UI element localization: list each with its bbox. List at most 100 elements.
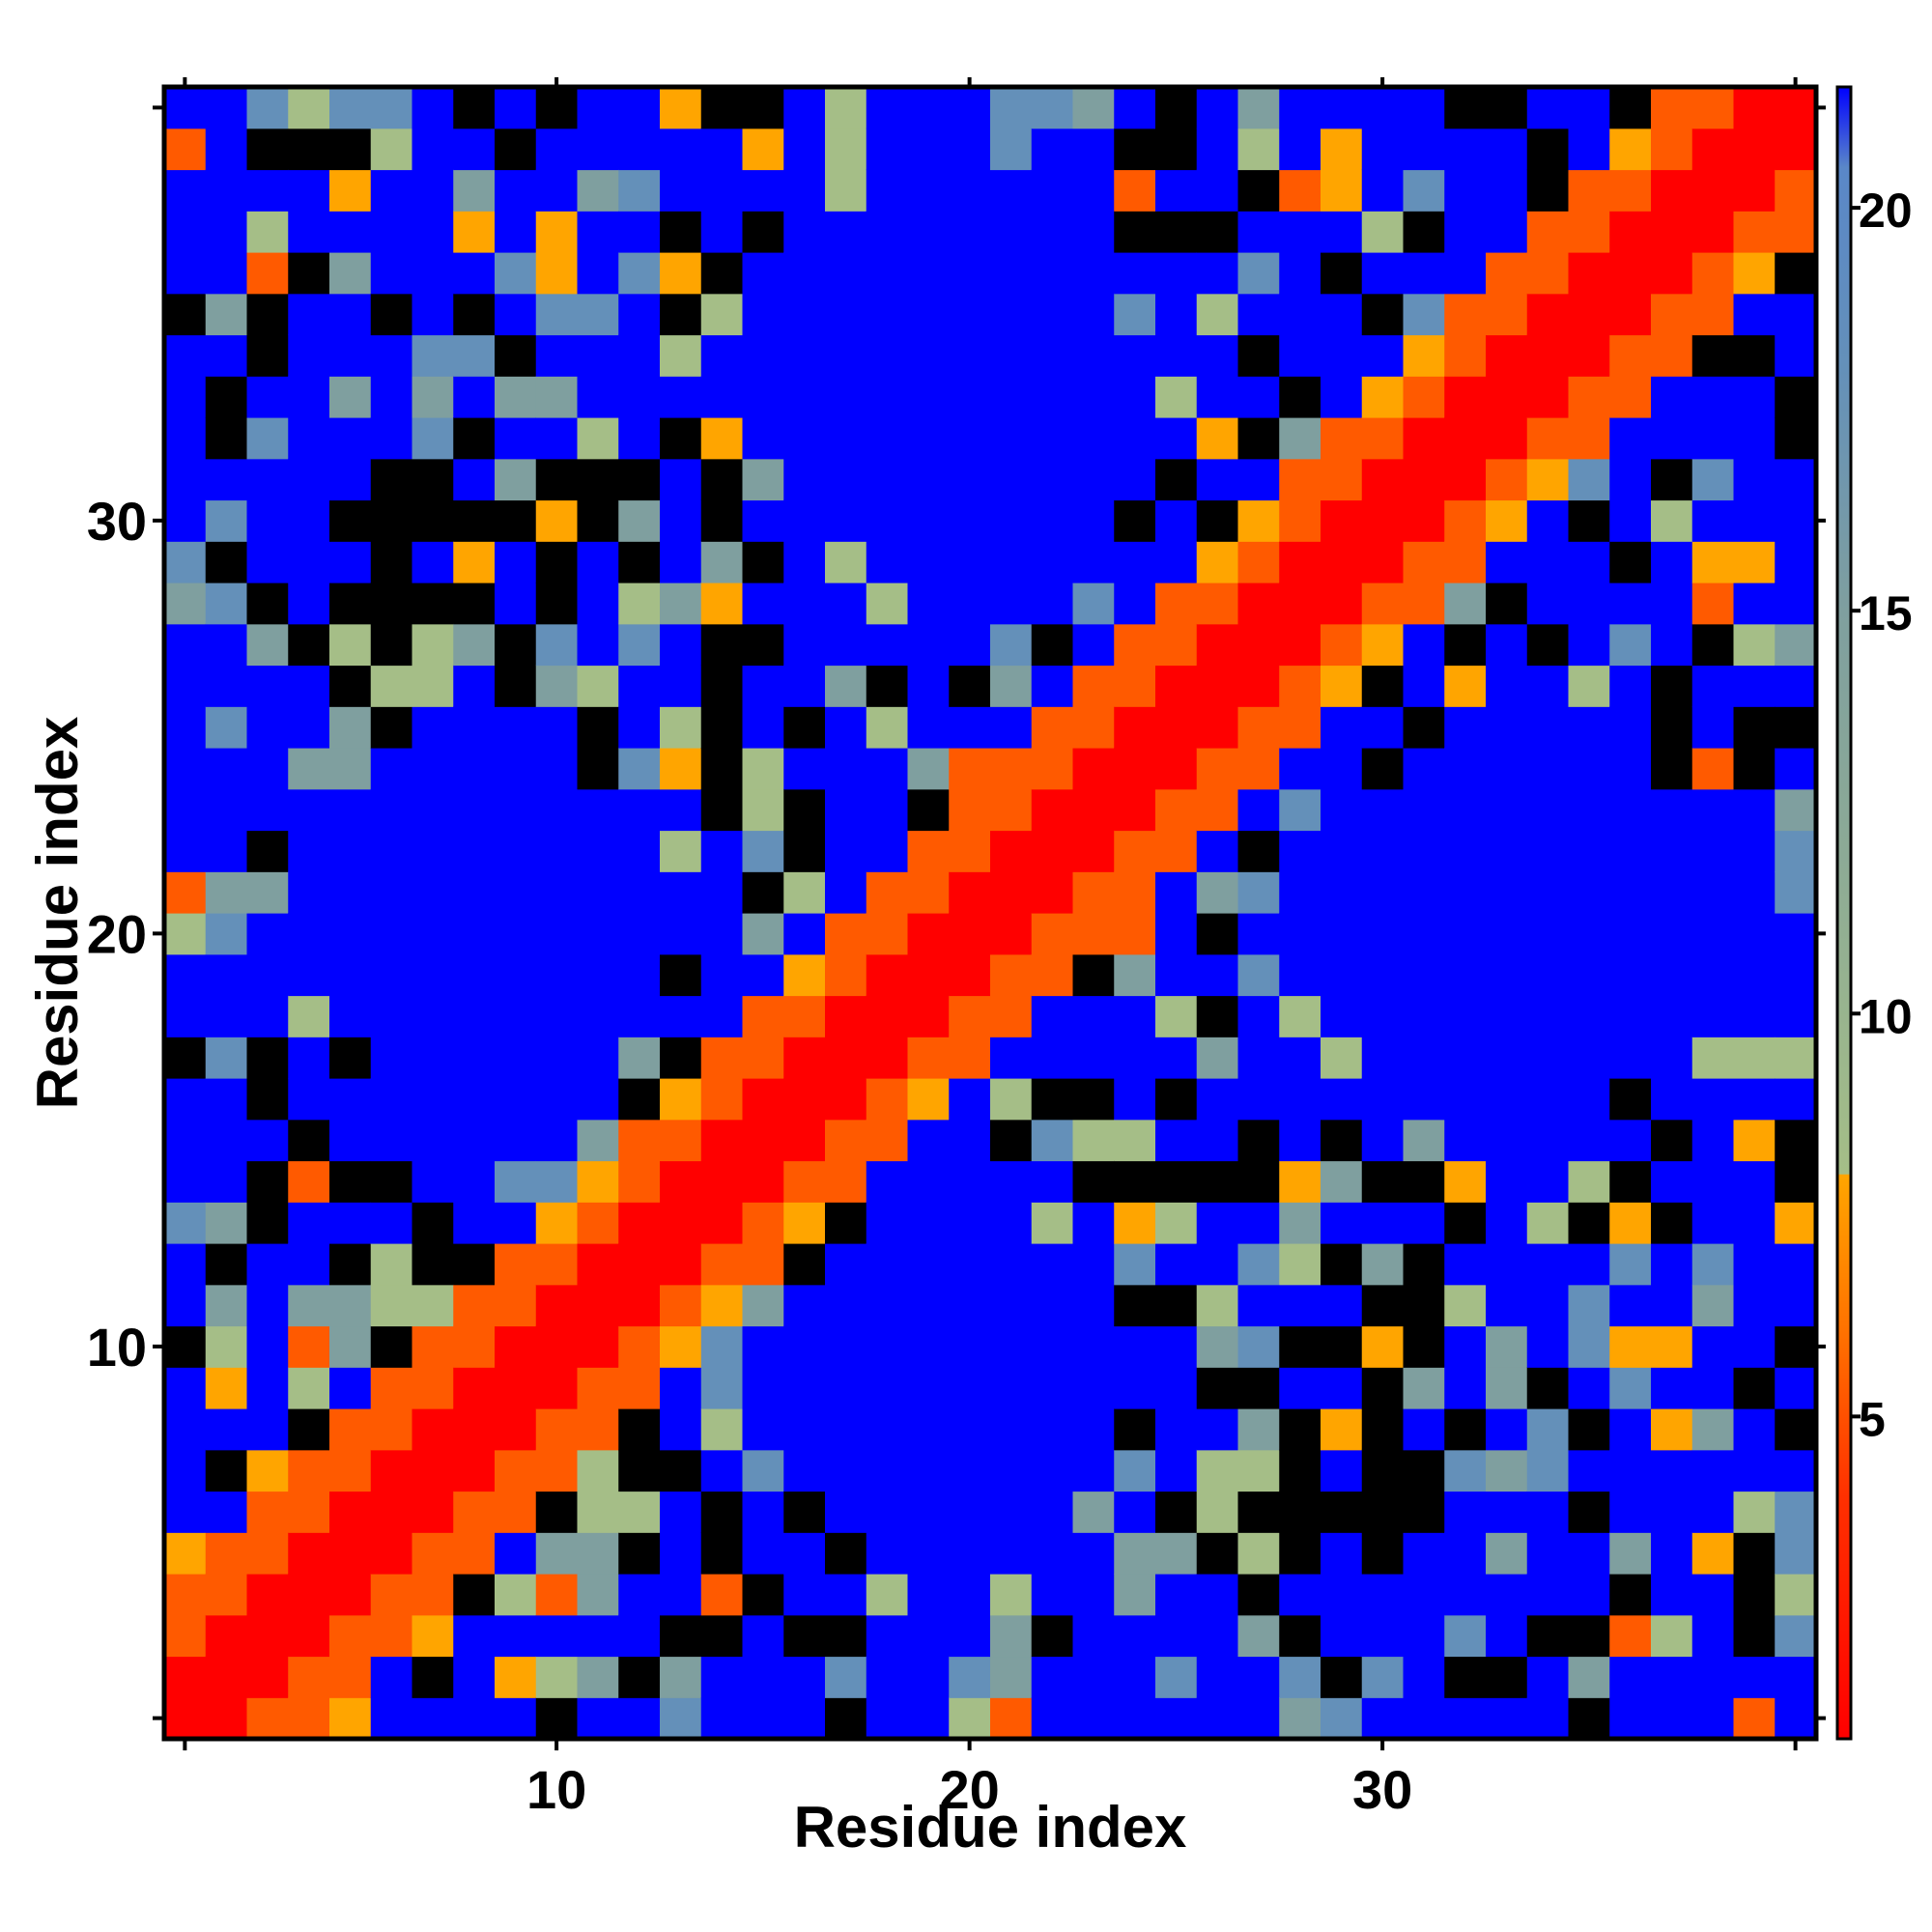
heatmap-cell [1526,748,1570,790]
heatmap-cell [1114,169,1156,212]
heatmap-cell [1651,1367,1693,1409]
heatmap-cell [990,211,1033,253]
heatmap-cell [1031,623,1074,667]
heatmap-cell [329,128,372,171]
heatmap-cell [1072,1574,1115,1616]
heatmap-cell [1031,169,1074,212]
heatmap-cell [412,830,454,872]
heatmap-cell [412,1574,454,1616]
heatmap-cell [1609,334,1652,377]
heatmap-cell [1568,830,1610,872]
heatmap-cell [990,871,1033,914]
heatmap-cell [1651,1078,1693,1121]
heatmap-cell [164,128,207,171]
heatmap-cell [742,334,784,377]
heatmap-cell [288,87,330,129]
heatmap-cell [866,1697,909,1740]
heatmap-cell [1403,1367,1445,1409]
heatmap-cell [1361,211,1405,253]
heatmap-cell [1279,1656,1321,1698]
heatmap-cell [1237,293,1280,336]
heatmap-cell [495,1574,537,1616]
heatmap-cell [1237,788,1280,832]
heatmap-cell [618,1408,661,1451]
heatmap-cell [1279,623,1321,667]
heatmap-cell [907,953,950,997]
heatmap-cell [700,1037,744,1079]
heatmap-cell [1775,953,1817,997]
heatmap-cell [907,706,950,749]
heatmap-cell [1031,706,1074,749]
heatmap-cell [660,1202,702,1244]
heatmap-cell [1651,1449,1693,1492]
heatmap-cell [1403,376,1445,418]
heatmap-cell [1486,1656,1528,1698]
heatmap-cell [412,913,454,955]
heatmap-cell [1444,211,1487,253]
heatmap-cell [1651,871,1693,914]
heatmap-cell [1031,582,1074,625]
heatmap-cell [990,1325,1033,1368]
heatmap-cell [1651,995,1693,1037]
heatmap-cell [1568,1325,1610,1368]
heatmap-cell [1403,87,1445,129]
heatmap-cell [1691,541,1735,583]
heatmap-cell [1155,87,1198,129]
heatmap-cell [535,376,579,418]
heatmap-cell [1114,458,1156,501]
heatmap-cell [949,1491,991,1533]
heatmap-cell [246,1574,289,1616]
heatmap-cell [1444,1574,1487,1616]
heatmap-cell [1651,252,1693,295]
heatmap-cell [1155,1119,1198,1162]
heatmap-cell [1279,1449,1321,1492]
heatmap-cell [990,748,1033,790]
heatmap-cell [577,169,619,212]
heatmap-cell [1733,871,1776,914]
heatmap-cell [1196,417,1239,460]
heatmap-cell [1526,913,1570,955]
heatmap-cell [1031,1491,1074,1533]
heatmap-cell [949,788,991,832]
heatmap-cell [1526,417,1570,460]
heatmap-cell [1568,87,1610,129]
heatmap-cell [1775,665,1817,707]
heatmap-cell [1486,582,1528,625]
heatmap-cell [412,541,454,583]
x-tick-label: 20 [939,1759,999,1820]
heatmap-cell [370,128,413,171]
heatmap-cell [1733,582,1776,625]
heatmap-cell [742,417,784,460]
heatmap-cell [1444,913,1487,955]
heatmap-cell [1691,1697,1735,1740]
heatmap-cell [783,871,826,914]
heatmap-cell [288,1202,330,1244]
heatmap-cell [660,1243,702,1286]
heatmap-cell [949,1037,991,1079]
heatmap-cell [866,334,909,377]
heatmap-cell [1609,87,1652,129]
heatmap-cell [246,1656,289,1698]
heatmap-cell [1651,417,1693,460]
heatmap-cell [412,211,454,253]
heatmap-cell [825,458,867,501]
heatmap-cell [1196,293,1239,336]
heatmap-cell [866,169,909,212]
heatmap-cell [1609,1656,1652,1698]
heatmap-cell [949,252,991,295]
heatmap-cell [1072,1037,1115,1079]
heatmap-cell [495,1656,537,1698]
heatmap-cell [1609,376,1652,418]
heatmap-cell [329,1532,372,1575]
heatmap-cell [825,1532,867,1575]
heatmap-cell [246,293,289,336]
heatmap-cell [1321,1160,1363,1203]
heatmap-cell [1114,1574,1156,1616]
heatmap-cell [825,1697,867,1740]
heatmap-cell [1155,582,1198,625]
heatmap-cell [660,334,702,377]
heatmap-cell [660,293,702,336]
y-tick-label: 10 [87,1317,147,1378]
heatmap-cell [288,830,330,872]
heatmap-cell [700,417,744,460]
